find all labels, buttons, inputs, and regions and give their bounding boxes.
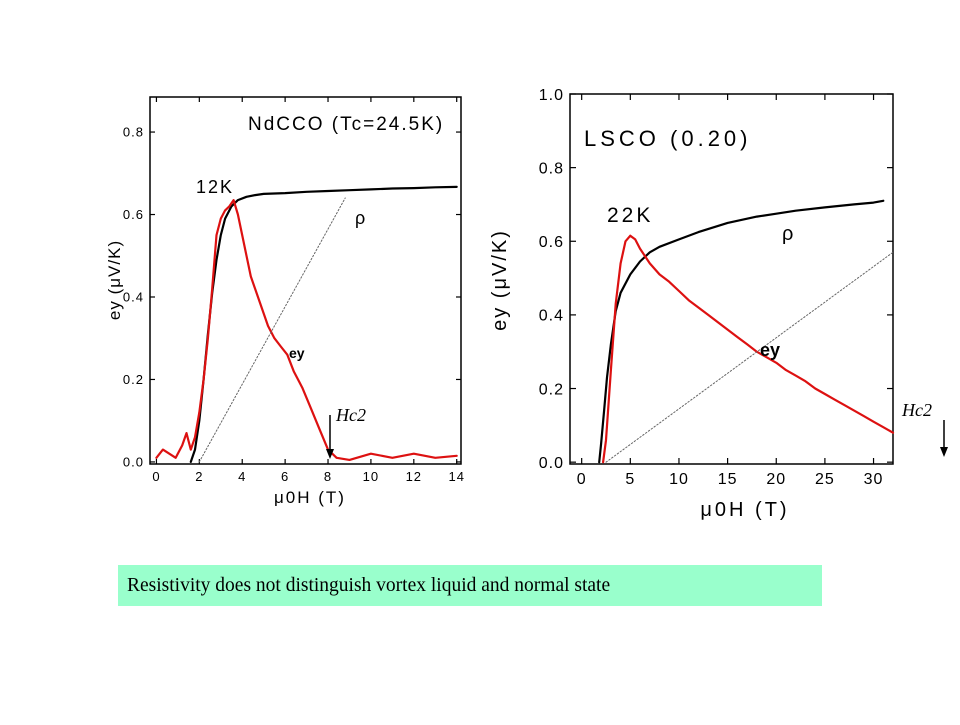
left-ytick-label: 0.4 xyxy=(123,290,144,305)
right-y-axis-label: ey (μV/K) xyxy=(489,229,511,331)
left-xtick-label: 14 xyxy=(448,469,464,484)
right-series-linear-line xyxy=(605,251,894,463)
left-y-axis-label: ey (μV/K) xyxy=(105,240,124,320)
left-xtick-label: 2 xyxy=(195,469,203,484)
right-hc2-label: Hc2 xyxy=(901,400,932,420)
left-xtick-label: 4 xyxy=(238,469,246,484)
right-ytick-label: 0.6 xyxy=(539,234,564,251)
right-series xyxy=(598,199,895,464)
right-ytick-label: 0.8 xyxy=(539,160,564,177)
right-rho-label: ρ xyxy=(782,223,793,245)
caption-box: Resistivity does not distinguish vortex … xyxy=(118,565,822,606)
left-xtick-label: 10 xyxy=(363,469,379,484)
left-temperature-label: 12K xyxy=(196,177,234,197)
left-hc2-label: Hc2 xyxy=(335,405,366,425)
left-xtick-label: 8 xyxy=(324,469,332,484)
left-xtick-label: 12 xyxy=(406,469,422,484)
right-xtick-label: 25 xyxy=(815,471,835,488)
right-ytick-label: 0.2 xyxy=(539,381,564,398)
left-ytick-label: 0.2 xyxy=(123,372,144,387)
left-series-linear-line xyxy=(198,197,346,463)
right-chart-title: LSCO (0.20) xyxy=(584,126,752,151)
left-rho-label: ρ xyxy=(355,208,365,228)
left-ytick-label: 0.6 xyxy=(123,207,144,222)
right-plot-frame xyxy=(569,93,894,465)
left-series-rho-line xyxy=(189,185,458,463)
right-ytick-label: 1.0 xyxy=(539,87,564,104)
right-xtick-label: 15 xyxy=(718,471,738,488)
right-series-rho-line xyxy=(598,199,885,464)
left-ticks: 0 2 4 6 8 10 12 14 0.0 0.2 0.4 0.6 0.8 xyxy=(123,97,464,484)
right-xtick-label: 0 xyxy=(577,471,587,488)
left-xtick-label: 0 xyxy=(152,469,160,484)
right-xtick-label: 5 xyxy=(625,471,635,488)
left-x-axis-label: μ0H (T) xyxy=(274,488,346,507)
right-ey-label: ey xyxy=(760,340,780,360)
left-plot-frame xyxy=(149,96,462,465)
right-x-axis-label: μ0H (T) xyxy=(700,499,789,521)
left-ytick-label: 0.0 xyxy=(123,455,144,470)
left-series xyxy=(155,185,458,463)
right-series-ey-line xyxy=(602,234,895,464)
right-hc2-arrow xyxy=(940,420,948,457)
left-xtick-label: 6 xyxy=(281,469,289,484)
left-ytick-label: 0.8 xyxy=(123,125,144,140)
left-chart: 0 2 4 6 8 10 12 14 0.0 0.2 0.4 0.6 0.8 NdCCO (Tc=24.… xyxy=(105,96,464,507)
right-xtick-label: 20 xyxy=(766,471,786,488)
right-chart: 0 5 10 15 20 25 30 0.0 0.2 0.4 0.6 0.8 1.0 LSCO (0.2… xyxy=(489,87,948,521)
left-chart-title: NdCCO (Tc=24.5K) xyxy=(248,114,444,135)
right-ytick-label: 0.0 xyxy=(539,455,564,472)
left-ey-label: ey xyxy=(289,345,305,361)
right-xtick-label: 10 xyxy=(669,471,689,488)
left-hc2-arrow xyxy=(326,415,334,459)
left-series-ey-line xyxy=(155,199,458,461)
right-ytick-label: 0.4 xyxy=(539,308,564,325)
right-temperature-label: 22K xyxy=(607,204,653,227)
right-xtick-label: 30 xyxy=(864,471,884,488)
right-ticks: 0 5 10 15 20 25 30 0.0 0.2 0.4 0.6 0.8 1.0 xyxy=(539,87,893,488)
